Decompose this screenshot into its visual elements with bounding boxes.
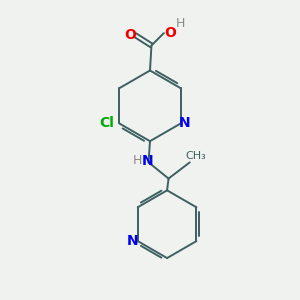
Text: N: N	[127, 234, 138, 248]
Text: H: H	[175, 17, 185, 30]
Text: N: N	[142, 154, 154, 168]
Text: N: N	[179, 116, 191, 130]
Text: CH₃: CH₃	[186, 151, 207, 161]
Text: Cl: Cl	[100, 116, 115, 130]
Text: H: H	[133, 154, 142, 167]
Text: O: O	[124, 28, 136, 42]
Text: O: O	[164, 26, 176, 40]
